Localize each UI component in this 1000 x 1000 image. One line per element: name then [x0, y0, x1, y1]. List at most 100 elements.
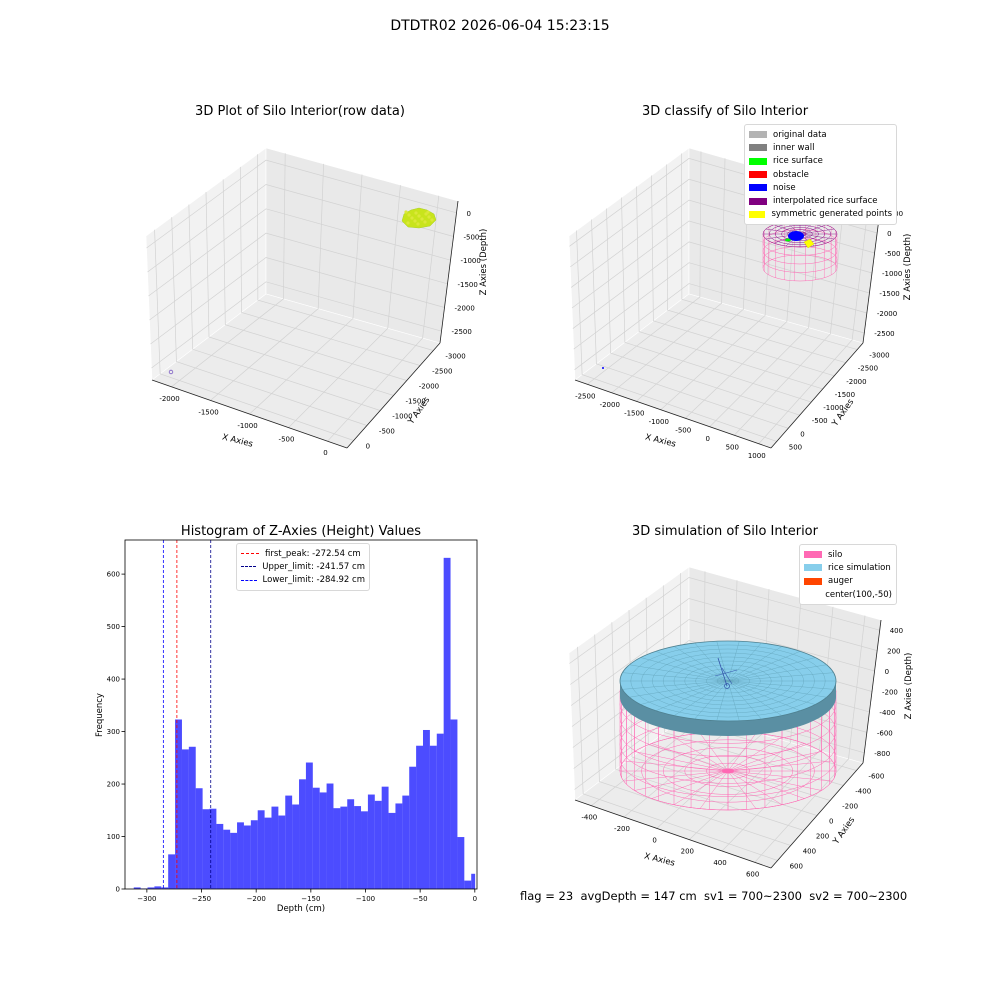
- silo-floor-spoke: [634, 751, 729, 772]
- raw-grid-x: [210, 163, 324, 401]
- simulation-y-axis-line: [770, 762, 864, 869]
- simulation-ztick: -600: [877, 729, 893, 737]
- interpolated-surface-spoke: [799, 228, 835, 235]
- silo-floor-spoke: [651, 743, 729, 772]
- raw-ztick: -2500: [452, 328, 472, 336]
- classify-x-axis-label: X Axies: [644, 432, 677, 449]
- raw-grid-y: [222, 179, 407, 381]
- x-tick-label: 0: [473, 895, 477, 903]
- raw-grid-z: [149, 232, 448, 321]
- y-tick-label: 600: [107, 571, 120, 579]
- rice-mesh-spoke: [640, 680, 729, 705]
- raw-grid-z: [150, 257, 445, 345]
- legend-swatch: [749, 210, 766, 218]
- histogram-bar: [299, 779, 306, 889]
- classify-grid-z: [574, 283, 865, 370]
- histogram-title: Histogram of Z-Axies (Height) Values: [180, 524, 422, 539]
- histogram-reference-lines: [162, 540, 212, 889]
- raw-ytick: -1000: [392, 413, 412, 421]
- classify-xtick: -2500: [575, 392, 595, 400]
- data-point: [426, 210, 430, 214]
- legend-swatch: [749, 144, 767, 152]
- legend-swatch: [749, 171, 767, 179]
- legend-label: center(100,-50): [825, 589, 892, 600]
- histogram-bar: [333, 808, 341, 889]
- silo-floor-spoke: [673, 770, 729, 805]
- outlier-point: [168, 369, 174, 375]
- simulation-ytick: 0: [829, 818, 833, 826]
- classify-ytick: -3000: [869, 352, 889, 360]
- x-tick-label: −300: [137, 895, 156, 903]
- raw-ytick: -1500: [406, 398, 426, 406]
- data-point: [424, 212, 428, 216]
- histogram-bar: [209, 808, 217, 889]
- data-point: [404, 210, 408, 214]
- rice-mesh-spoke: [727, 680, 801, 711]
- raw-grid-y: [239, 166, 421, 366]
- classify-y-axis-line: [770, 342, 864, 449]
- classify-xtick: -1500: [624, 409, 644, 417]
- histogram-bar: [147, 887, 155, 889]
- legend-item: silo: [804, 548, 892, 561]
- raw-ztick: -2000: [455, 305, 475, 313]
- histogram-bar: [223, 829, 231, 889]
- simulation-ytick: -600: [868, 773, 884, 781]
- classify-grid-z: [573, 262, 867, 350]
- silo-floor-center: [722, 768, 734, 774]
- classify-ytick: -2500: [858, 365, 878, 373]
- data-point: [406, 221, 410, 225]
- y-tick-label: 500: [107, 623, 120, 631]
- silo-floor-spoke: [651, 770, 729, 799]
- histogram-bar: [175, 719, 182, 889]
- simulation-grid-x: [656, 589, 770, 829]
- histogram-bar: [202, 809, 210, 889]
- silo-floor-spoke: [727, 760, 833, 772]
- classify-3d-plot: -2500 -2000 -1500 -1000 -500 0 500 1000 500 0 -500…: [568, 147, 913, 460]
- legend-line-sample: [241, 579, 257, 581]
- x-tick-label: −50: [413, 895, 428, 903]
- histogram-bar: [278, 815, 286, 889]
- raw-ztick: -1500: [458, 281, 478, 289]
- rice-mesh-spoke: [727, 680, 816, 705]
- legend-swatch: [804, 577, 822, 585]
- simulation-ztick: -200: [882, 689, 898, 697]
- data-point: [414, 211, 418, 215]
- raw-y-axis-line: [346, 342, 441, 449]
- histogram-bar: [395, 803, 403, 889]
- legend-label: inner wall: [773, 142, 815, 153]
- legend-item: rice simulation: [804, 561, 892, 574]
- histogram-bar: [305, 762, 313, 889]
- histogram-bar: [285, 795, 293, 889]
- legend-item: auger: [804, 575, 892, 588]
- legend-swatch: [749, 131, 767, 139]
- classify-grid-x: [733, 192, 846, 436]
- interpolated-surface-spoke: [799, 233, 835, 240]
- silo-floor-spoke: [699, 733, 729, 772]
- silo-floor-spoke: [623, 760, 729, 772]
- classify-legend: original data inner wall rice surface obsta…: [744, 124, 897, 226]
- classify-ztick: -1500: [879, 290, 899, 298]
- raw-ztick: -500: [464, 234, 480, 242]
- legend-label: first_peak: -272.54 cm: [265, 548, 361, 559]
- histogram-axes: −300 −250 −200 −150 −100 −50 0 0 100 200 300 400 500…: [107, 539, 478, 903]
- raw-grid-z: [148, 208, 451, 297]
- auger-line: [714, 669, 738, 677]
- rice-surface-points: [785, 238, 791, 242]
- raw-grid-y: [257, 154, 434, 351]
- histogram-bar: [161, 887, 169, 889]
- simulation-ytick: -400: [855, 788, 871, 796]
- raw-3d-plot: -2000 -1500 -1000 -500 0 0 -500 -1000 -1500 -2000…: [145, 147, 489, 457]
- legend-swatch: [804, 564, 822, 572]
- histogram-chart: −300 −250 −200 −150 −100 −50 0 0 100 200 300 400 500…: [95, 539, 478, 914]
- histogram-bar: [195, 788, 203, 889]
- rice-mesh-spoke: [640, 657, 729, 682]
- classify-ytick: -1000: [823, 404, 843, 412]
- data-point: [413, 219, 417, 223]
- raw-xtick: -1500: [198, 408, 218, 416]
- rice-mesh-spoke: [727, 646, 783, 682]
- raw-grid-y: [171, 217, 368, 426]
- histogram-bar: [243, 825, 251, 889]
- histogram-bar: [188, 746, 196, 889]
- interpolated-surface-spoke: [799, 224, 827, 235]
- legend-swatch: [804, 551, 822, 559]
